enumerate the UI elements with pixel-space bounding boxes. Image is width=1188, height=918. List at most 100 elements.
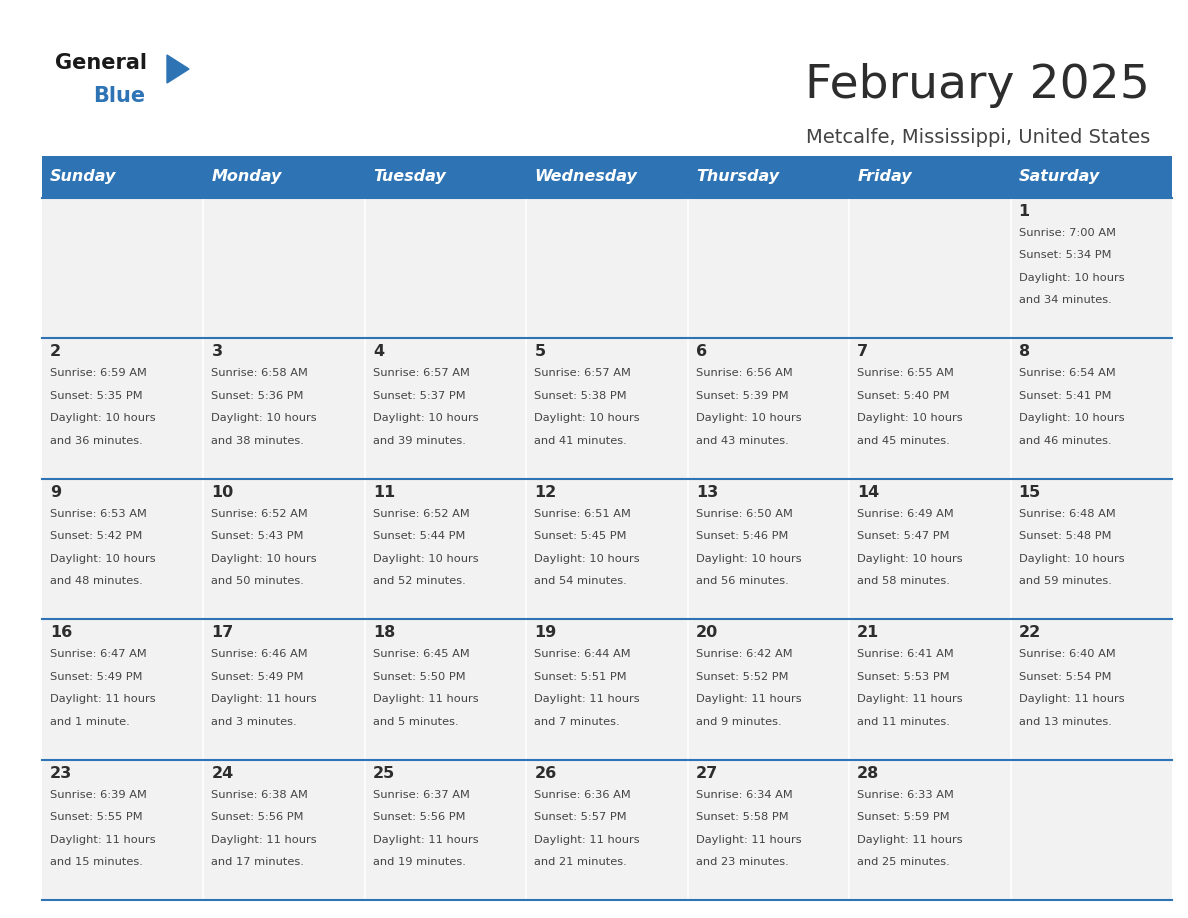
Text: Tuesday: Tuesday — [373, 170, 446, 185]
Bar — [849, 759, 1011, 900]
Text: Daylight: 10 hours: Daylight: 10 hours — [1018, 413, 1124, 423]
Text: 7: 7 — [858, 344, 868, 360]
Text: Sunset: 5:51 PM: Sunset: 5:51 PM — [535, 672, 627, 682]
Text: 10: 10 — [211, 485, 234, 499]
Text: Sunrise: 6:46 AM: Sunrise: 6:46 AM — [211, 649, 308, 659]
Text: and 59 minutes.: and 59 minutes. — [1018, 577, 1112, 587]
Text: Sunrise: 6:44 AM: Sunrise: 6:44 AM — [535, 649, 631, 659]
Text: Daylight: 11 hours: Daylight: 11 hours — [211, 834, 317, 845]
Text: 24: 24 — [211, 766, 234, 780]
Bar — [42, 759, 203, 900]
Text: Wednesday: Wednesday — [535, 170, 637, 185]
Bar — [365, 198, 526, 339]
Text: 19: 19 — [535, 625, 557, 640]
Text: Sunrise: 6:59 AM: Sunrise: 6:59 AM — [50, 368, 147, 378]
Text: 22: 22 — [1018, 625, 1041, 640]
Text: Sunset: 5:55 PM: Sunset: 5:55 PM — [50, 812, 143, 823]
Text: Sunset: 5:57 PM: Sunset: 5:57 PM — [535, 812, 627, 823]
Text: 17: 17 — [211, 625, 234, 640]
Text: Sunset: 5:42 PM: Sunset: 5:42 PM — [50, 532, 143, 542]
Text: Sunrise: 7:00 AM: Sunrise: 7:00 AM — [1018, 228, 1116, 238]
Text: Sunset: 5:35 PM: Sunset: 5:35 PM — [50, 391, 143, 401]
Bar — [526, 620, 688, 759]
Text: Daylight: 10 hours: Daylight: 10 hours — [373, 413, 479, 423]
Text: Daylight: 11 hours: Daylight: 11 hours — [535, 694, 640, 704]
Text: and 58 minutes.: and 58 minutes. — [858, 577, 950, 587]
Text: Sunset: 5:44 PM: Sunset: 5:44 PM — [373, 532, 466, 542]
Text: Sunset: 5:39 PM: Sunset: 5:39 PM — [696, 391, 789, 401]
Bar — [42, 339, 203, 479]
Bar — [688, 198, 849, 339]
Text: Sunset: 5:58 PM: Sunset: 5:58 PM — [696, 812, 789, 823]
Text: Daylight: 10 hours: Daylight: 10 hours — [696, 413, 802, 423]
Bar — [1011, 479, 1173, 620]
Text: 1: 1 — [1018, 204, 1030, 219]
Text: Daylight: 11 hours: Daylight: 11 hours — [373, 694, 479, 704]
Text: and 43 minutes.: and 43 minutes. — [696, 436, 789, 446]
Bar — [365, 759, 526, 900]
Text: 13: 13 — [696, 485, 718, 499]
Bar — [849, 198, 1011, 339]
Bar — [365, 620, 526, 759]
Text: 28: 28 — [858, 766, 879, 780]
Text: and 36 minutes.: and 36 minutes. — [50, 436, 143, 446]
Bar — [1011, 620, 1173, 759]
Text: and 3 minutes.: and 3 minutes. — [211, 717, 297, 727]
Text: Sunset: 5:59 PM: Sunset: 5:59 PM — [858, 812, 950, 823]
Text: and 15 minutes.: and 15 minutes. — [50, 857, 143, 868]
Text: Daylight: 10 hours: Daylight: 10 hours — [211, 554, 317, 564]
Text: 16: 16 — [50, 625, 72, 640]
Text: Sunrise: 6:48 AM: Sunrise: 6:48 AM — [1018, 509, 1116, 519]
Text: 21: 21 — [858, 625, 879, 640]
Text: Sunset: 5:41 PM: Sunset: 5:41 PM — [1018, 391, 1111, 401]
Text: Sunrise: 6:42 AM: Sunrise: 6:42 AM — [696, 649, 792, 659]
Text: Metcalfe, Mississippi, United States: Metcalfe, Mississippi, United States — [805, 128, 1150, 147]
Text: Daylight: 11 hours: Daylight: 11 hours — [1018, 694, 1124, 704]
Text: and 1 minute.: and 1 minute. — [50, 717, 129, 727]
Bar — [526, 759, 688, 900]
Text: Daylight: 10 hours: Daylight: 10 hours — [535, 413, 640, 423]
Text: 14: 14 — [858, 485, 879, 499]
Text: 25: 25 — [373, 766, 396, 780]
Text: Sunset: 5:53 PM: Sunset: 5:53 PM — [858, 672, 950, 682]
Text: Daylight: 11 hours: Daylight: 11 hours — [211, 694, 317, 704]
Text: 23: 23 — [50, 766, 72, 780]
Text: Sunset: 5:48 PM: Sunset: 5:48 PM — [1018, 532, 1111, 542]
Bar — [526, 198, 688, 339]
Text: Daylight: 10 hours: Daylight: 10 hours — [373, 554, 479, 564]
Text: Sunset: 5:34 PM: Sunset: 5:34 PM — [1018, 251, 1111, 261]
Text: Sunrise: 6:38 AM: Sunrise: 6:38 AM — [211, 789, 309, 800]
Text: 9: 9 — [50, 485, 62, 499]
Text: Sunrise: 6:54 AM: Sunrise: 6:54 AM — [1018, 368, 1116, 378]
Text: Sunrise: 6:33 AM: Sunrise: 6:33 AM — [858, 789, 954, 800]
Text: and 13 minutes.: and 13 minutes. — [1018, 717, 1112, 727]
Text: and 7 minutes.: and 7 minutes. — [535, 717, 620, 727]
Text: Sunrise: 6:56 AM: Sunrise: 6:56 AM — [696, 368, 792, 378]
Text: General: General — [55, 53, 147, 73]
Text: 4: 4 — [373, 344, 384, 360]
Text: Daylight: 10 hours: Daylight: 10 hours — [696, 554, 802, 564]
Text: 20: 20 — [696, 625, 718, 640]
Text: and 39 minutes.: and 39 minutes. — [373, 436, 466, 446]
Text: 26: 26 — [535, 766, 557, 780]
Bar — [526, 479, 688, 620]
Text: 3: 3 — [211, 344, 222, 360]
Text: Daylight: 10 hours: Daylight: 10 hours — [858, 554, 962, 564]
Text: Sunrise: 6:45 AM: Sunrise: 6:45 AM — [373, 649, 469, 659]
Bar — [688, 620, 849, 759]
Text: Friday: Friday — [858, 170, 912, 185]
Text: Sunrise: 6:50 AM: Sunrise: 6:50 AM — [696, 509, 792, 519]
Text: Sunset: 5:52 PM: Sunset: 5:52 PM — [696, 672, 789, 682]
Text: Daylight: 11 hours: Daylight: 11 hours — [696, 834, 802, 845]
Text: Sunrise: 6:57 AM: Sunrise: 6:57 AM — [373, 368, 469, 378]
Text: and 54 minutes.: and 54 minutes. — [535, 577, 627, 587]
Text: 11: 11 — [373, 485, 396, 499]
Text: Daylight: 10 hours: Daylight: 10 hours — [1018, 273, 1124, 283]
Bar — [1011, 759, 1173, 900]
Text: and 46 minutes.: and 46 minutes. — [1018, 436, 1111, 446]
Bar — [1011, 198, 1173, 339]
Text: Sunset: 5:49 PM: Sunset: 5:49 PM — [211, 672, 304, 682]
Text: Sunrise: 6:40 AM: Sunrise: 6:40 AM — [1018, 649, 1116, 659]
Text: Sunrise: 6:53 AM: Sunrise: 6:53 AM — [50, 509, 147, 519]
Bar — [688, 339, 849, 479]
